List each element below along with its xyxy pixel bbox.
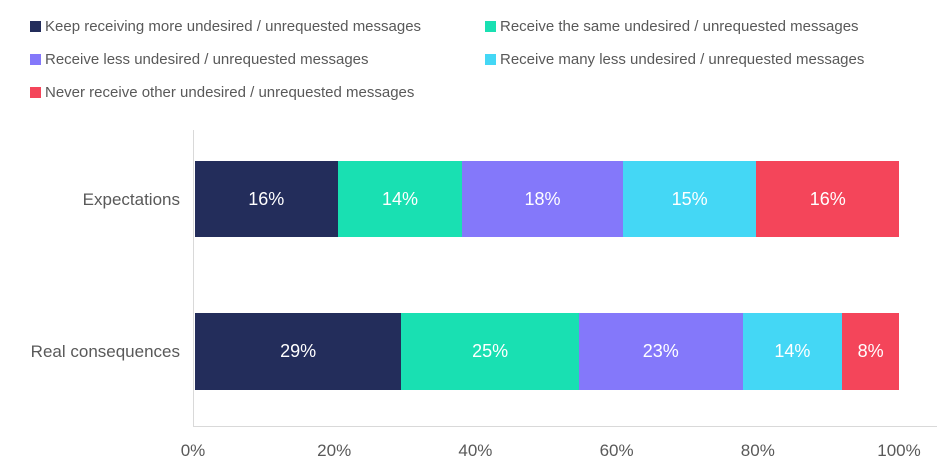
data-label: 23% [642,341,679,361]
chart-legend: Keep receiving more undesired / unreques… [30,17,930,102]
legend-swatch-icon [30,87,41,98]
x-axis-line [193,426,937,427]
x-tick-label-5: 100% [877,441,921,460]
data-label: 29% [280,341,317,361]
bar-segment-1-1: 25% [401,313,579,390]
bar-segment-0-3: 15% [622,161,757,237]
bar-segment-1-3: 14% [742,313,843,390]
legend-item-2: Receive less undesired / unrequested mes… [30,50,485,69]
legend-label: Never receive other undesired / unreques… [45,84,415,101]
bar-segment-1-2: 23% [579,313,743,390]
legend-label: Receive less undesired / unrequested mes… [45,51,369,68]
data-label: 18% [524,188,561,209]
category-label-0: Expectations [82,190,180,209]
legend-item-0: Keep receiving more undesired / unreques… [30,17,485,36]
x-tick-label-4: 80% [740,441,775,460]
data-label: 16% [248,188,285,209]
legend-swatch-icon [485,21,496,32]
data-label: 14% [381,188,418,209]
bar-row-1: 29% 25% 23% 14% 8% [195,313,900,390]
legend-label: Receive many less undesired / unrequeste… [500,51,865,68]
legend-swatch-icon [30,54,41,65]
bar-segment-0-1: 14% [337,161,463,237]
legend-label: Keep receiving more undesired / unreques… [45,18,422,35]
data-label: 14% [774,341,811,361]
x-tick-label-2: 40% [458,441,493,460]
bar-segment-0-4: 16% [756,161,899,237]
legend-item-3: Receive many less undesired / unrequeste… [485,50,930,69]
legend-swatch-icon [30,21,41,32]
bar-row-0: 16% 14% 18% 15% 16% [195,161,899,237]
bar-segment-0-0: 16% [195,161,338,237]
x-tick-label-1: 20% [317,441,352,460]
data-label: 25% [472,341,509,361]
legend-swatch-icon [485,54,496,65]
x-tick-label-0: 0% [180,441,206,460]
data-label: 16% [809,188,846,209]
bar-segment-0-2: 18% [462,161,623,237]
data-label: 8% [857,341,884,361]
plot-area: 16% 14% 18% 15% 16% 29% 25% 23% 14% 8% [193,130,900,426]
bar-segment-1-0: 29% [195,313,402,390]
legend-item-4: Never receive other undesired / unreques… [30,83,485,102]
legend-label: Receive the same undesired / unrequested… [500,18,859,35]
category-label-1: Real consequences [30,342,180,361]
data-label: 15% [671,188,708,209]
legend-item-1: Receive the same undesired / unrequested… [485,17,930,36]
x-tick-label-3: 60% [599,441,634,460]
bar-segment-1-4: 8% [842,313,900,390]
